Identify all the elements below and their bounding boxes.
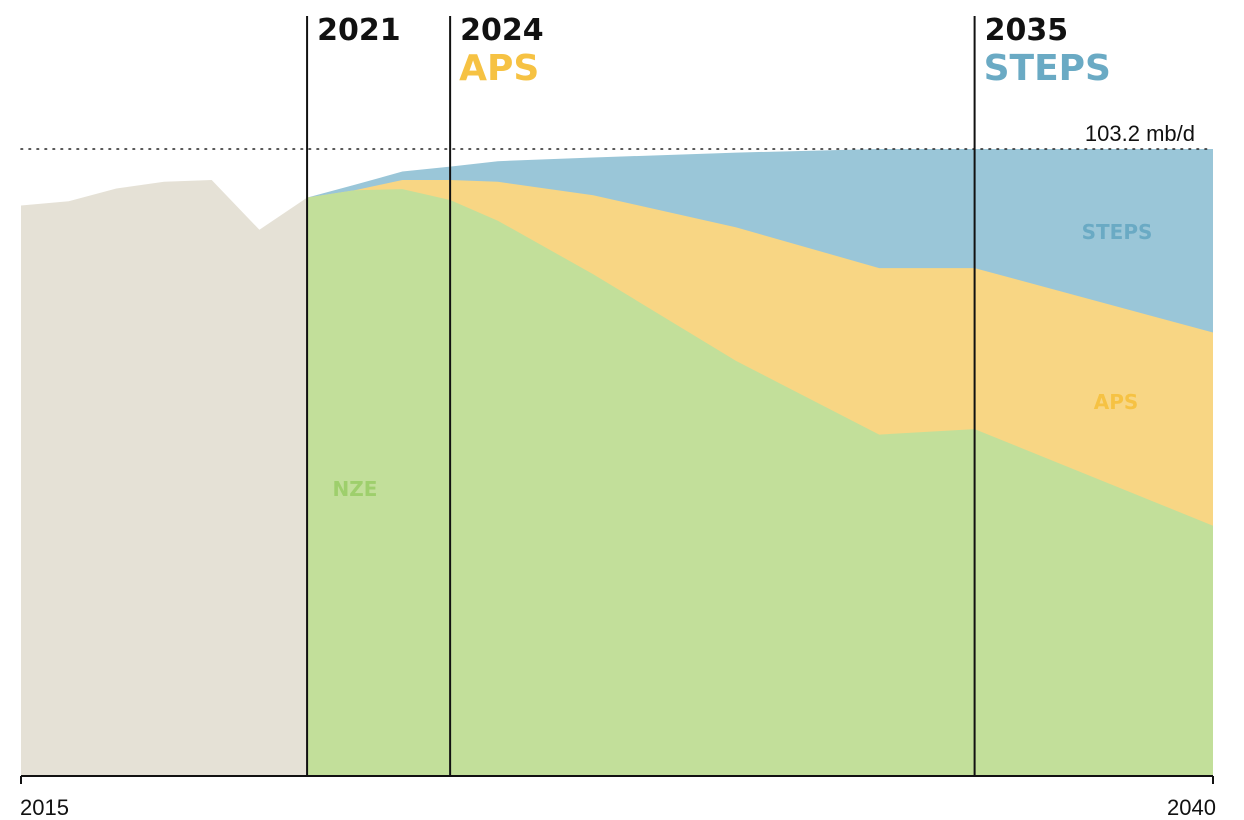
chart-areas — [21, 149, 1214, 777]
x-tick-label-start: 2015 — [20, 795, 69, 820]
area-labels: NZE APS STEPS — [333, 220, 1153, 501]
area-label-aps: APS — [1094, 390, 1139, 414]
marker-year-2035: 2035 — [985, 13, 1069, 48]
x-tick-label-end: 2040 — [1167, 795, 1216, 820]
marker-year-2021: 2021 — [317, 13, 401, 48]
reference-line-group: 103.2 mb/d — [20, 121, 1214, 150]
marker-scenario-steps: STEPS — [984, 48, 1111, 89]
marker-scenario-aps: APS — [459, 48, 539, 89]
reference-line-label: 103.2 mb/d — [1085, 121, 1195, 146]
area-label-steps: STEPS — [1082, 220, 1153, 244]
marker-year-2024: 2024 — [460, 13, 544, 48]
historical-area — [21, 180, 308, 776]
series-nze-area — [307, 189, 1214, 777]
area-label-nze: NZE — [333, 477, 378, 501]
x-axis: 2015 2040 — [20, 775, 1216, 820]
